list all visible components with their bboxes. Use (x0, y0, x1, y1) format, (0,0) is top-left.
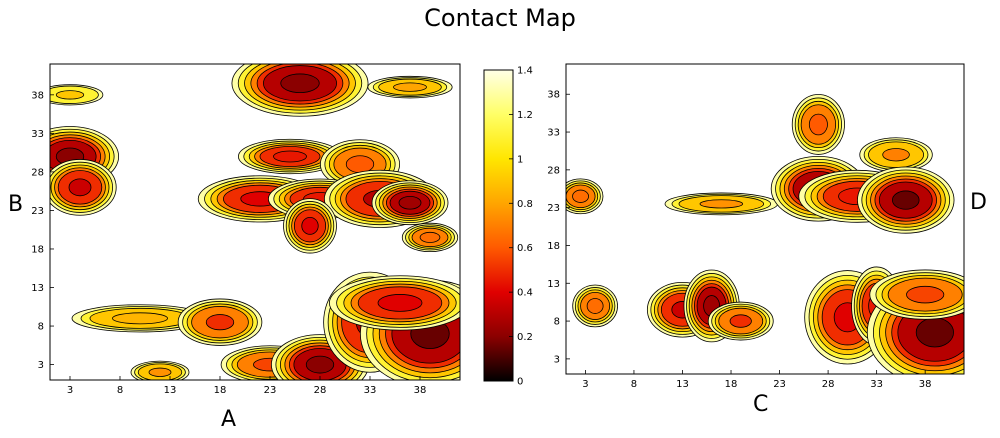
contour-core (273, 150, 307, 163)
contact-region (664, 192, 779, 216)
y-tick-label: 18 (547, 241, 560, 252)
colorbar: 0 0.2 0.4 0.6 0.8 1 1.2 1.4 (483, 66, 533, 388)
y-tick-label: 13 (31, 283, 44, 294)
colorbar-tick-label: 0.2 (517, 332, 533, 343)
panel-label-c: C (753, 392, 769, 417)
contact-region (177, 298, 263, 346)
page-title: Contact Map (424, 4, 576, 32)
x-tick-label: 18 (214, 385, 227, 396)
contour-core (586, 298, 604, 314)
y-tick-label: 3 (38, 360, 44, 371)
y-tick-label: 33 (31, 129, 44, 140)
colorbar-tick-label: 0 (517, 377, 523, 388)
contour-core (377, 294, 423, 312)
colorbar-tick-label: 1.4 (517, 66, 533, 77)
contour-core (112, 312, 168, 325)
contour-core (808, 113, 828, 136)
contour-core (892, 190, 920, 210)
contour-core (915, 317, 954, 348)
colorbar-tick-label: 1 (517, 154, 523, 165)
contour-core (205, 314, 235, 331)
contact-region (71, 304, 209, 333)
contact-region (237, 138, 342, 175)
contour-core (305, 355, 335, 374)
contour-core (55, 90, 85, 100)
contact-region (50, 159, 117, 216)
contour-core (68, 178, 92, 197)
x-tick-label: 13 (164, 385, 177, 396)
y-tick-label: 3 (554, 354, 560, 365)
y-tick-label: 28 (547, 165, 560, 176)
contact-region (130, 360, 190, 380)
contact-region (791, 94, 845, 155)
x-tick-label: 13 (676, 379, 689, 390)
x-tick-label: 18 (725, 379, 738, 390)
colorbar-tick-label: 1.2 (517, 110, 533, 121)
y-tick-label: 28 (31, 167, 44, 178)
x-tick-label: 33 (364, 385, 377, 396)
contact-region (367, 75, 453, 99)
contact-region (572, 284, 618, 328)
x-tick-label: 3 (582, 379, 588, 390)
contact-region (566, 178, 604, 215)
contour-core (393, 82, 427, 92)
colorbar-tick-label: 0.6 (517, 243, 533, 254)
y-tick-label: 8 (554, 317, 560, 328)
panel-label-b: B (8, 192, 24, 217)
contour-core (729, 314, 752, 328)
colorbar-scale (483, 69, 514, 382)
contact-region (231, 64, 369, 117)
x-tick-label: 33 (870, 379, 883, 390)
contact-region (857, 166, 955, 234)
x-tick-label: 38 (414, 385, 427, 396)
contour-core (148, 367, 172, 377)
y-tick-label: 33 (547, 128, 560, 139)
contour-core (882, 148, 910, 162)
y-tick-label: 8 (38, 322, 44, 333)
x-tick-label: 3 (67, 385, 73, 396)
x-tick-label: 28 (822, 379, 835, 390)
contour-core (906, 285, 945, 304)
y-tick-label: 23 (31, 206, 44, 217)
contact-region (329, 275, 460, 331)
colorbar-tick-label: 0.4 (517, 288, 533, 299)
contour-core (345, 155, 375, 174)
contact-region (869, 269, 964, 320)
contour-core (419, 231, 441, 243)
panel-label-a: A (221, 407, 237, 432)
x-tick-label: 38 (919, 379, 932, 390)
y-tick-label: 38 (31, 90, 44, 101)
contact-region (50, 84, 104, 106)
x-tick-label: 28 (314, 385, 327, 396)
contact-region (859, 137, 933, 173)
colorbar-tick-label: 0.8 (517, 199, 533, 210)
panel-label-d: D (970, 190, 987, 215)
contact-region (283, 198, 337, 254)
plot-frame (49, 63, 461, 381)
y-tick-label: 18 (31, 244, 44, 255)
x-tick-label: 8 (631, 379, 637, 390)
contour-core (398, 195, 422, 210)
contour-core (699, 199, 744, 209)
contour-core (301, 216, 319, 235)
plot-frame (565, 63, 965, 375)
contact-region (707, 301, 774, 341)
y-tick-label: 38 (547, 90, 560, 101)
contour-core (280, 73, 320, 93)
contact-region (371, 180, 449, 226)
contour-core (572, 189, 589, 203)
x-tick-label: 23 (773, 379, 786, 390)
y-tick-label: 13 (547, 279, 560, 290)
y-tick-label: 23 (547, 203, 560, 214)
x-tick-label: 23 (264, 385, 277, 396)
x-tick-label: 8 (117, 385, 123, 396)
contact-region (401, 222, 459, 253)
